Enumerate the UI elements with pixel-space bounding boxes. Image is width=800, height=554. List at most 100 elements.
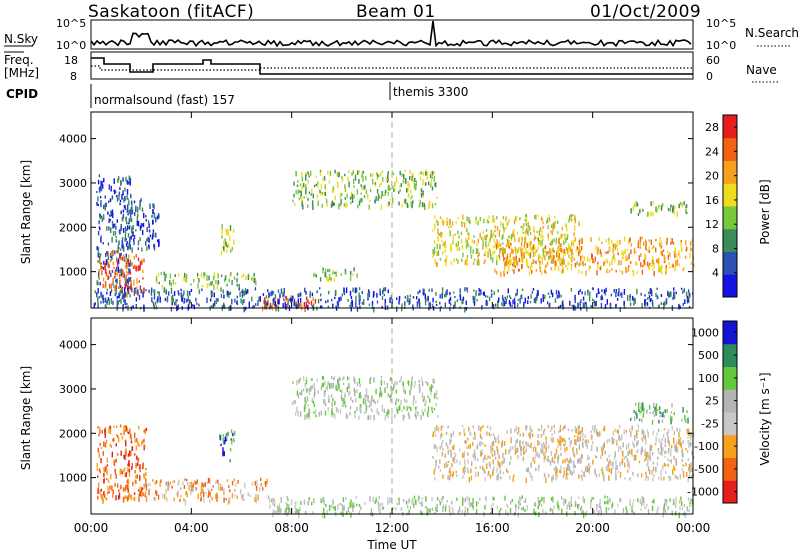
- power-echo-cell: [552, 247, 554, 252]
- velocity-echo-cell: [630, 417, 632, 421]
- velocity-echo-cell: [640, 449, 642, 456]
- power-echo-cell: [529, 244, 531, 250]
- power-echo-cell: [274, 300, 277, 307]
- power-echo-cell: [448, 219, 451, 224]
- velocity-echo-cell: [558, 430, 560, 433]
- velocity-echo-cell: [369, 378, 371, 385]
- power-echo-cell: [123, 286, 126, 293]
- power-echo-cell: [131, 226, 133, 233]
- power-echo-cell: [416, 296, 418, 300]
- power-echo-cell: [110, 227, 112, 234]
- power-echo-cell: [100, 200, 102, 203]
- power-echo-cell: [663, 254, 665, 260]
- velocity-echo-cell: [450, 439, 452, 443]
- velocity-echo-cell: [324, 399, 326, 405]
- power-echo-cell: [104, 268, 107, 274]
- velocity-echo-cell: [139, 491, 141, 496]
- velocity-colorbar-swatch: [723, 412, 737, 436]
- velocity-echo-cell: [140, 441, 143, 446]
- velocity-echo-cell: [666, 432, 668, 436]
- velocity-echo-cell: [306, 413, 308, 419]
- power-echo-cell: [539, 227, 542, 232]
- power-echo-cell: [620, 260, 622, 266]
- power-echo-cell: [508, 300, 511, 305]
- power-echo-cell: [684, 299, 686, 304]
- velocity-echo-cell: [370, 376, 372, 380]
- power-echo-cell: [108, 218, 110, 223]
- velocity-echo-cell: [308, 413, 311, 420]
- power-echo-cell: [126, 189, 129, 195]
- power-echo-cell: [442, 250, 444, 255]
- velocity-echo-cell: [378, 411, 380, 416]
- power-echo-cell: [336, 301, 339, 306]
- velocity-echo-cell: [339, 409, 342, 415]
- velocity-echo-cell: [119, 424, 122, 428]
- power-echo-cell: [534, 215, 536, 219]
- velocity-echo-cell: [119, 469, 121, 476]
- power-echo-cell: [104, 285, 106, 289]
- power-echo-cell: [121, 194, 123, 200]
- power-echo-cell: [388, 201, 390, 206]
- power-echo-cell: [462, 214, 464, 220]
- power-echo-cell: [171, 294, 174, 301]
- velocity-echo-cell: [123, 425, 125, 432]
- power-echo-cell: [107, 297, 110, 301]
- velocity-echo-cell: [506, 504, 508, 507]
- velocity-echo-cell: [598, 510, 600, 513]
- power-echo-cell: [514, 303, 516, 309]
- velocity-echo-cell: [578, 444, 581, 450]
- power-echo-cell: [450, 261, 453, 265]
- power-echo-cell: [539, 266, 542, 273]
- velocity-echo-cell: [111, 451, 113, 458]
- velocity-echo-cell: [492, 433, 495, 436]
- velocity-echo-cell: [465, 440, 467, 444]
- power-echo-cell: [129, 236, 131, 243]
- power-echo-cell: [119, 273, 121, 279]
- power-echo-cell: [551, 252, 553, 258]
- power-echo-cell: [287, 300, 289, 305]
- velocity-echo-cell: [442, 425, 444, 429]
- power-echo-cell: [547, 292, 550, 296]
- power-echo-cell: [605, 251, 607, 254]
- power-echo-cell: [184, 272, 186, 278]
- power-echo-cell: [122, 177, 124, 182]
- power-echo-cell: [408, 183, 411, 188]
- power-echo-cell: [242, 288, 244, 291]
- velocity-echo-cell: [167, 481, 169, 486]
- power-echo-cell: [332, 186, 335, 192]
- velocity-echo-cell: [290, 508, 292, 514]
- power-echo-cell: [496, 216, 498, 220]
- velocity-echo-cell: [346, 387, 348, 392]
- velocity-echo-cell: [432, 384, 434, 389]
- power-echo-cell: [519, 217, 521, 220]
- velocity-echo-cell: [641, 496, 643, 501]
- power-echo-cell: [555, 241, 557, 245]
- power-echo-cell: [309, 293, 311, 298]
- power-echo-cell: [512, 249, 514, 254]
- velocity-echo-cell: [444, 463, 446, 469]
- power-echo-cell: [133, 279, 135, 286]
- power-echo-cell: [614, 244, 617, 251]
- velocity-echo-cell: [429, 398, 431, 403]
- power-echo-cell: [130, 218, 133, 223]
- power-echo-cell: [312, 296, 314, 302]
- velocity-echo-cell: [633, 499, 635, 502]
- power-echo-cell: [109, 252, 112, 257]
- power-echo-cell: [118, 191, 121, 196]
- power-echo-cell: [368, 303, 371, 307]
- power-echo-cell: [658, 241, 661, 244]
- velocity-echo-cell: [108, 490, 110, 494]
- velocity-echo-cell: [545, 441, 547, 445]
- velocity-echo-cell: [295, 411, 297, 416]
- velocity-echo-cell: [606, 496, 609, 499]
- velocity-echo-cell: [472, 505, 474, 510]
- power-echo-cell: [557, 248, 559, 253]
- power-echo-cell: [408, 194, 410, 198]
- power-echo-cell: [521, 259, 524, 263]
- power-echo-cell: [189, 299, 191, 303]
- power-echo-cell: [651, 246, 653, 250]
- power-echo-cell: [108, 270, 111, 275]
- power-echo-cell: [198, 278, 200, 283]
- velocity-echo-cell: [202, 483, 204, 488]
- power-echo-cell: [537, 246, 539, 250]
